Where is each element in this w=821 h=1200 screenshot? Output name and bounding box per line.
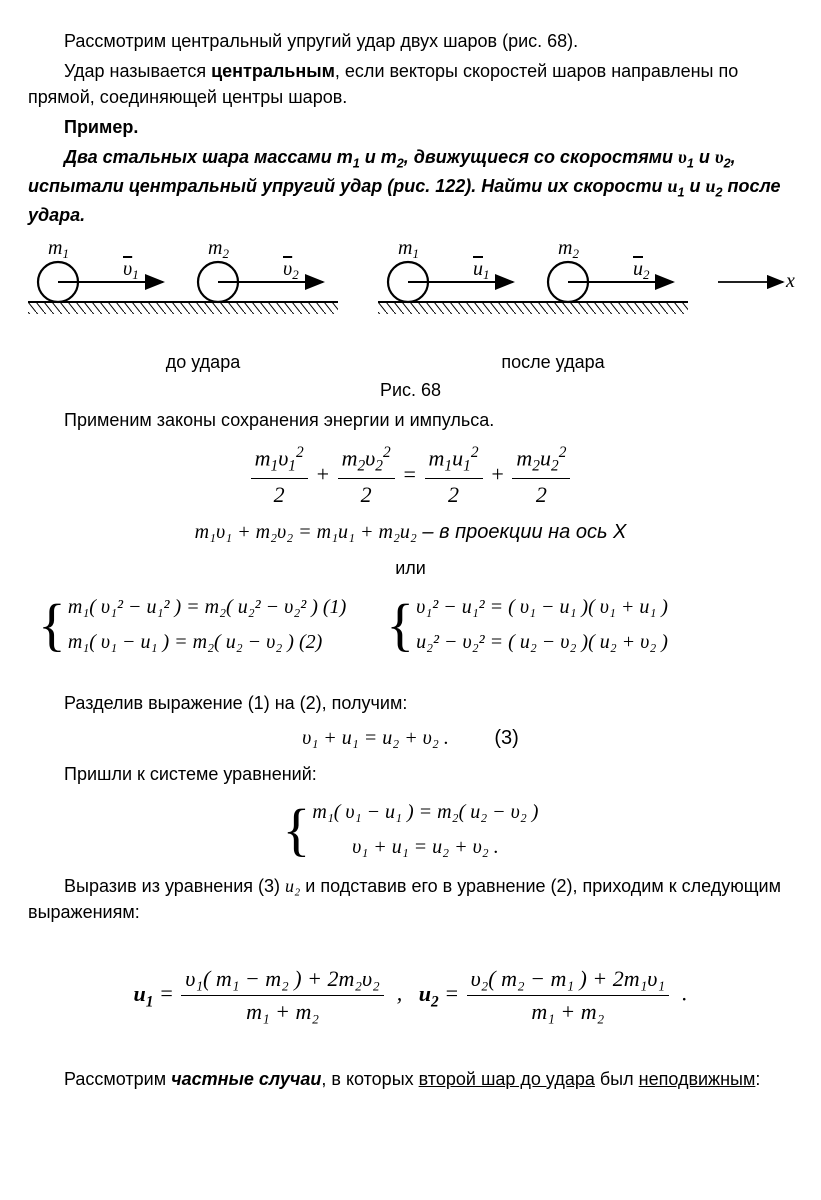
caption-before: до удара [28,349,378,375]
u2-den: m₁ + m₂ [467,996,669,1028]
sys3-row1: m₁( υ₁ − u₁ ) = m₂( u₂ − υ₂ ) [312,798,538,827]
eq-momentum: m₁υ₁ + m₂υ₂ = m₁u₁ + m₂u₂ – в проекции н… [28,518,793,547]
para-2: Удар называется центральным, если вектор… [28,58,793,110]
figure-68: m1 υ1 m2 υ2 m1 u1 m2 u2 x до удара после… [28,242,793,403]
ps-and: и [694,147,715,167]
sys1-row2: m₁( υ₁ − u₁ ) = m₂( u₂ − υ₂ ) (2) [68,628,346,657]
eq-momentum-body: m₁υ₁ + m₂υ₂ = m₁u₁ + m₂u₂ [195,521,417,543]
system-1: { m₁( υ₁² − u₁² ) = m₂( u₂² − υ₂² ) (1) … [38,590,346,660]
ps-u1: u [667,176,677,196]
eq-final: u1 = υ₁( m₁ − m₂ ) + 2m₂υ₂ m₁ + m₂ , u2 … [28,963,793,1028]
caption-after: после удара [378,349,728,375]
svg-text:υ1: υ1 [123,258,139,282]
eq-momentum-note: – в проекции на ось X [422,521,626,543]
para-9: Рассмотрим частные случаи, в которых вто… [28,1066,793,1092]
u1-num: υ₁( m₁ − m₂ ) + 2m₂υ₂ [181,963,383,996]
para-6: Разделив выражение (1) на (2), получим: [28,690,793,716]
eq3-tag: (3) [494,727,518,749]
systems-row: { m₁( υ₁² − u₁² ) = m₂( u₂² − υ₂² ) (1) … [38,590,793,660]
ps-u2: u [705,176,715,196]
p9e: был [595,1069,639,1089]
p9c: , в которых [321,1069,418,1089]
label-or: или [28,555,793,581]
x-axis-label: x [785,270,795,292]
ps-a3: , движущиеся со скоростями [404,147,678,167]
ps-v2: υ [715,147,724,167]
p8a: Выразив из уравнения (3) [64,876,285,896]
problem-statement: Два стальных шара массами m1 и m2, движу… [28,144,793,228]
svg-text:υ2: υ2 [283,258,299,282]
eq-energy: m1υ12 2 + m2υ22 2 = m1u12 2 + m2u22 2 [28,442,793,511]
ps-a: Два стальных шара массами m [64,147,353,167]
para-2a: Удар называется [64,61,211,81]
figure-svg: m1 υ1 m2 υ2 m1 u1 m2 u2 x [28,242,793,332]
svg-text:u2: u2 [633,258,650,282]
ps-and2: и [684,176,705,196]
svg-text:u1: u1 [473,258,490,282]
term-central: центральным [211,61,335,81]
eq-3: υ₁ + u₁ = u₂ + υ₂ . (3) [28,724,793,753]
svg-text:m2: m2 [208,237,229,261]
sys3-row2: υ₁ + u₁ = u₂ + υ₂ . [312,833,538,862]
p8-u2: u₂ [285,876,300,896]
svg-text:m1: m1 [48,237,69,261]
label-example: Пример. [28,114,793,140]
para-5: Применим законы сохранения энергии и имп… [28,407,793,433]
figure-number: Рис. 68 [28,377,793,403]
p9g: : [755,1069,760,1089]
sys2-row2: u₂² − υ₂² = ( u₂ − υ₂ )( u₂ + υ₂ ) [416,628,668,657]
p9a: Рассмотрим [64,1069,171,1089]
ps-a2: и m [360,147,397,167]
p9b: частные случаи [171,1069,321,1089]
sys2-row1: υ₁² − u₁² = ( υ₁ − u₁ )( υ₁ + u₁ ) [416,593,668,622]
system-3: { m₁( υ₁ − u₁ ) = m₂( u₂ − υ₂ ) υ₁ + u₁ … [28,795,793,865]
u2-num: υ₂( m₂ − m₁ ) + 2m₁υ₁ [467,963,669,996]
sys1-row1: m₁( υ₁² − u₁² ) = m₂( u₂² − υ₂² ) (1) [68,593,346,622]
p9d: второй шар до удара [419,1069,595,1089]
p9f: неподвижным [639,1069,756,1089]
svg-text:m1: m1 [398,237,419,261]
eq3-body: υ₁ + u₁ = u₂ + υ₂ . [302,727,449,749]
svg-text:m2: m2 [558,237,579,261]
ps-v1: υ [678,147,687,167]
para-1: Рассмотрим центральный упругий удар двух… [28,28,793,54]
system-2: { υ₁² − u₁² = ( υ₁ − u₁ )( υ₁ + u₁ ) u₂²… [386,590,668,660]
u1-den: m₁ + m₂ [181,996,383,1028]
para-7: Пришли к системе уравнений: [28,761,793,787]
para-8: Выразив из уравнения (3) u₂ и подставив … [28,873,793,925]
